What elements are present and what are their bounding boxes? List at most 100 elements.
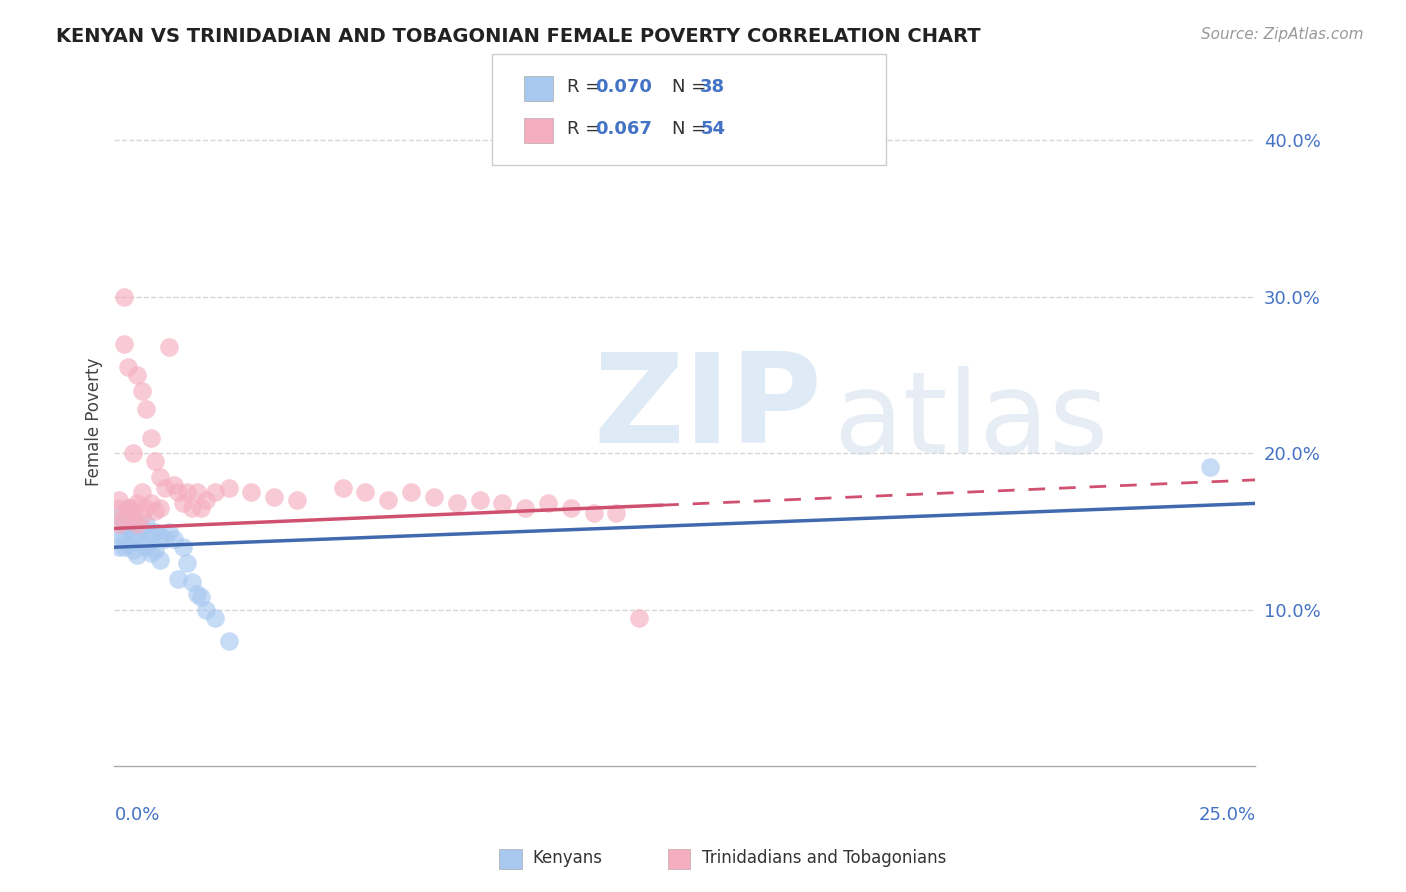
Point — [131, 521, 153, 535]
Point — [515, 501, 537, 516]
Point — [181, 574, 204, 589]
Point — [582, 506, 605, 520]
Point — [218, 634, 240, 648]
Point — [149, 501, 172, 516]
Point — [139, 527, 162, 541]
Point — [263, 490, 285, 504]
Point — [121, 501, 143, 516]
Point — [131, 535, 153, 549]
Point — [399, 485, 422, 500]
Point — [153, 533, 176, 547]
Point — [149, 527, 172, 541]
Point — [194, 603, 217, 617]
Point — [181, 501, 204, 516]
Point — [354, 485, 377, 500]
Point — [108, 493, 131, 508]
Point — [145, 504, 167, 518]
Point — [218, 481, 240, 495]
Point — [240, 485, 263, 500]
Point — [127, 529, 149, 543]
Point — [108, 516, 131, 531]
Point — [377, 493, 399, 508]
Point — [121, 543, 143, 558]
Text: KENYAN VS TRINIDADIAN AND TOBAGONIAN FEMALE POVERTY CORRELATION CHART: KENYAN VS TRINIDADIAN AND TOBAGONIAN FEM… — [56, 27, 981, 45]
Point — [163, 533, 186, 547]
Text: Trinidadians and Tobagonians: Trinidadians and Tobagonians — [702, 849, 946, 867]
Point — [135, 402, 157, 417]
Text: N =: N = — [672, 120, 711, 138]
Text: 38: 38 — [700, 78, 725, 96]
Y-axis label: Female Poverty: Female Poverty — [86, 358, 103, 486]
Point — [145, 524, 167, 539]
Point — [121, 446, 143, 460]
Point — [108, 508, 131, 523]
Point — [190, 501, 212, 516]
Point — [605, 506, 627, 520]
Point — [149, 469, 172, 483]
Text: 0.070: 0.070 — [595, 78, 651, 96]
Point — [163, 477, 186, 491]
Point — [446, 496, 468, 510]
Point — [172, 496, 194, 510]
Text: R =: R = — [567, 78, 606, 96]
Text: Kenyans: Kenyans — [533, 849, 603, 867]
Point — [537, 496, 560, 510]
Point — [135, 516, 157, 531]
Point — [149, 553, 172, 567]
Point — [112, 540, 135, 554]
Point — [468, 493, 491, 508]
Point — [112, 336, 135, 351]
Point — [121, 527, 143, 541]
Point — [121, 512, 143, 526]
Point — [139, 547, 162, 561]
Point — [167, 572, 190, 586]
Point — [112, 512, 135, 526]
Point — [108, 540, 131, 554]
Text: N =: N = — [672, 78, 711, 96]
Point — [127, 548, 149, 562]
Text: 25.0%: 25.0% — [1198, 805, 1256, 823]
Point — [332, 481, 354, 495]
Point — [127, 516, 149, 531]
Point — [560, 501, 582, 516]
Text: R =: R = — [567, 120, 606, 138]
Point — [135, 540, 157, 554]
Point — [157, 524, 180, 539]
Point — [121, 512, 143, 526]
Point — [285, 493, 308, 508]
Point — [117, 360, 139, 375]
Point — [145, 543, 167, 558]
Point — [139, 496, 162, 510]
Point — [112, 516, 135, 531]
Point — [176, 485, 198, 500]
Point — [117, 501, 139, 516]
Point — [186, 587, 208, 601]
Point — [127, 516, 149, 531]
Point — [1198, 460, 1220, 475]
Text: 54: 54 — [700, 120, 725, 138]
Point — [172, 540, 194, 554]
Point — [167, 485, 190, 500]
Point — [194, 493, 217, 508]
Point — [423, 490, 446, 504]
Point — [108, 527, 131, 541]
Point — [131, 485, 153, 500]
Point — [153, 481, 176, 495]
Point — [117, 521, 139, 535]
Point — [145, 454, 167, 468]
Point — [117, 537, 139, 551]
Text: atlas: atlas — [834, 367, 1108, 477]
Point — [176, 556, 198, 570]
Point — [204, 610, 226, 624]
Point — [127, 496, 149, 510]
Point — [139, 431, 162, 445]
Point — [135, 501, 157, 516]
Point — [157, 340, 180, 354]
Text: Source: ZipAtlas.com: Source: ZipAtlas.com — [1201, 27, 1364, 42]
Text: 0.067: 0.067 — [595, 120, 651, 138]
Text: ZIP: ZIP — [593, 348, 823, 468]
Point — [112, 290, 135, 304]
Text: 0.0%: 0.0% — [114, 805, 160, 823]
Point — [117, 501, 139, 516]
Point — [491, 496, 513, 510]
